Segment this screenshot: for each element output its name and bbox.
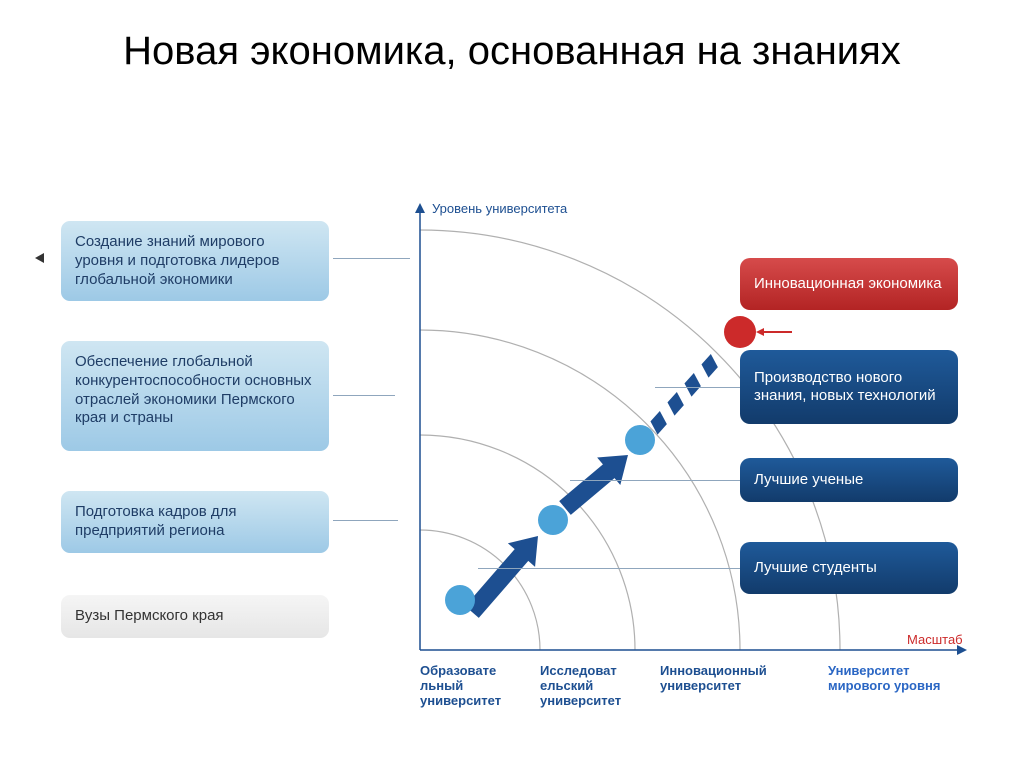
connector-right-2 xyxy=(478,568,740,569)
right-box-3: Лучшие студенты xyxy=(740,542,958,594)
page-title: Новая экономика, основанная на знаниях xyxy=(0,0,1024,74)
x-category-0: Образовательныйуниверситет xyxy=(420,664,550,709)
red-connector xyxy=(756,328,792,336)
x-category-1: Исследовательскийуниверситет xyxy=(540,664,670,709)
y-axis-label: Уровень университета xyxy=(432,201,567,216)
connector-left-2 xyxy=(333,520,398,521)
connector-right-1 xyxy=(570,480,740,481)
right-box-1: Производство нового знания, новых технол… xyxy=(740,350,958,424)
x-category-2: Инновационныйуниверситет xyxy=(660,664,790,694)
right-box-2: Лучшие ученые xyxy=(740,458,958,502)
left-arrow-indicator xyxy=(35,253,44,263)
connector-left-0 xyxy=(333,258,410,259)
x-category-3: Университетмирового уровня xyxy=(828,664,958,694)
right-box-0: Инновационная экономика xyxy=(740,258,958,310)
diagram-area: Создание знаний мирового уровня и подгот… xyxy=(0,180,1024,740)
x-axis-label: Масштаб xyxy=(907,632,963,647)
connector-left-1 xyxy=(333,395,395,396)
connector-right-0 xyxy=(655,387,740,388)
